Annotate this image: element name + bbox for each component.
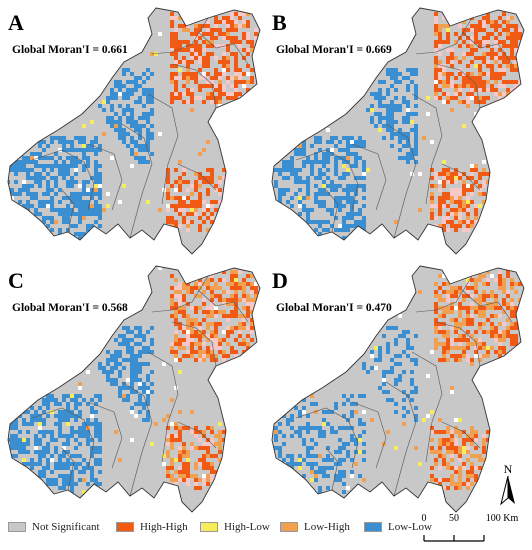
legend-label: Not Significant	[32, 521, 100, 533]
panel-c: C Global Moran'I = 0.568	[2, 262, 264, 517]
legend-item-low-high: Low-High	[280, 521, 350, 533]
panel-b: B Global Moran'I = 0.669	[266, 4, 528, 259]
legend: Not Significant High-High High-Low Low-H…	[8, 521, 432, 537]
legend-swatch	[364, 522, 382, 532]
map-a	[7, 7, 261, 255]
panel-a: A Global Moran'I = 0.661	[2, 4, 264, 259]
legend-item-high-low: High-Low	[200, 521, 270, 533]
panel-label-a: A	[8, 10, 24, 35]
panel-d: D Global Moran'I = 0.470	[266, 262, 528, 517]
legend-item-low-low: Low-Low	[364, 521, 432, 533]
legend-label: Low-High	[304, 521, 350, 533]
north-arrow-icon: N	[500, 462, 515, 506]
legend-label: High-Low	[224, 521, 270, 533]
panel-label-d: D	[272, 268, 288, 293]
legend-item-not-significant: Not Significant	[8, 521, 100, 533]
region-boundary	[7, 7, 261, 255]
moran-index-d: Global Moran'I = 0.470	[276, 302, 392, 314]
legend-swatch	[8, 522, 26, 532]
panel-label-b: B	[272, 10, 287, 35]
scale-tick-50: 50	[449, 513, 459, 524]
map-c	[7, 265, 261, 513]
legend-item-high-high: High-High	[116, 521, 188, 533]
scale-tick-100: 100 Km	[486, 513, 519, 524]
moran-index-c: Global Moran'I = 0.568	[12, 302, 128, 314]
map-d	[271, 265, 525, 513]
moran-index-a: Global Moran'I = 0.661	[12, 44, 128, 56]
legend-label: Low-Low	[388, 521, 432, 533]
scale-bar: 0 50 100 Km	[422, 513, 519, 542]
region-boundary	[271, 7, 525, 255]
region-boundary	[271, 265, 525, 513]
legend-label: High-High	[140, 521, 188, 533]
scale-tick-0: 0	[422, 513, 427, 524]
moran-index-b: Global Moran'I = 0.669	[276, 44, 392, 56]
map-b	[271, 7, 525, 255]
north-label: N	[504, 462, 513, 476]
legend-swatch	[200, 522, 218, 532]
panel-label-c: C	[8, 268, 24, 293]
region-boundary	[7, 265, 261, 513]
legend-swatch	[116, 522, 134, 532]
legend-swatch	[280, 522, 298, 532]
